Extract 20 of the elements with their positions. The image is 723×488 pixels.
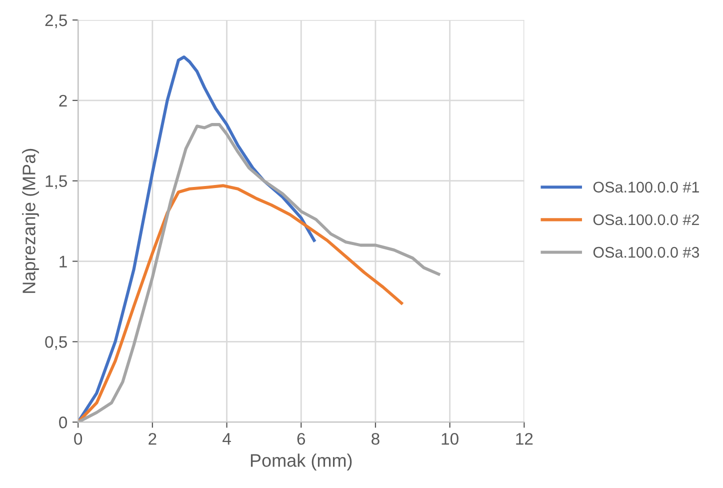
legend-label: OSa.100.0.0 #2 <box>593 214 699 226</box>
x-tick-label: 4 <box>222 433 231 445</box>
legend-label: OSa.100.0.0 #1 <box>593 182 699 193</box>
y-tick-label: 0 <box>59 416 68 428</box>
line-series <box>78 123 440 422</box>
x-tick-label: 6 <box>297 432 306 445</box>
x-tick-label: 8 <box>372 432 380 445</box>
x-tick-label: 10 <box>442 432 458 445</box>
y-tick-label: 1,5 <box>46 175 67 190</box>
y-tick-label: 1 <box>60 256 67 268</box>
x-axis-title: Pomak (mm) <box>250 454 352 470</box>
x-tick-label: 0 <box>74 432 82 445</box>
legend-label: OSa.100.0.0 #3 <box>593 246 700 258</box>
y-tick-label: 2,5 <box>45 14 67 28</box>
line-series <box>78 184 404 422</box>
x-tick-label: 2 <box>148 432 156 445</box>
x-tick-label: 12 <box>516 432 533 445</box>
y-tick-label: 2 <box>59 94 67 106</box>
y-axis-title: Naprezanje (MPa) <box>22 148 39 293</box>
y-tick-label: 0,5 <box>45 336 67 350</box>
